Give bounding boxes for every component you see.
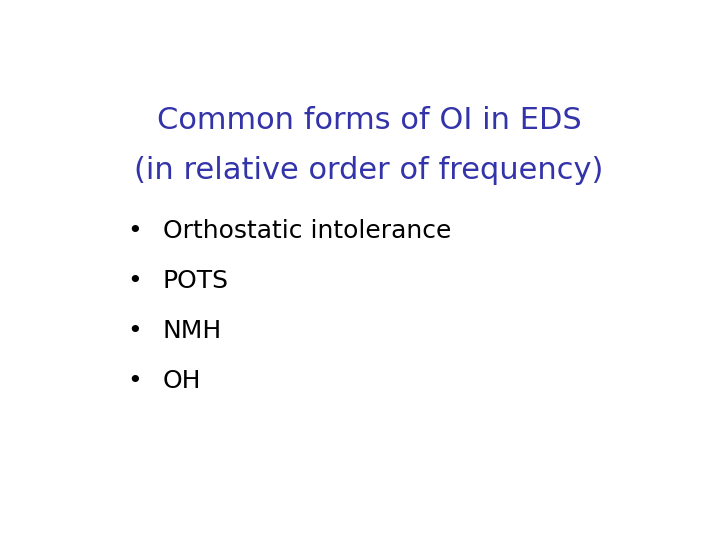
Text: •: •	[127, 269, 142, 293]
Text: OH: OH	[163, 369, 201, 393]
Text: Orthostatic intolerance: Orthostatic intolerance	[163, 219, 451, 243]
Text: NMH: NMH	[163, 319, 222, 343]
Text: POTS: POTS	[163, 269, 228, 293]
Text: (in relative order of frequency): (in relative order of frequency)	[135, 156, 603, 185]
Text: •: •	[127, 319, 142, 343]
Text: Common forms of OI in EDS: Common forms of OI in EDS	[157, 106, 581, 136]
Text: •: •	[127, 369, 142, 393]
Text: •: •	[127, 219, 142, 243]
